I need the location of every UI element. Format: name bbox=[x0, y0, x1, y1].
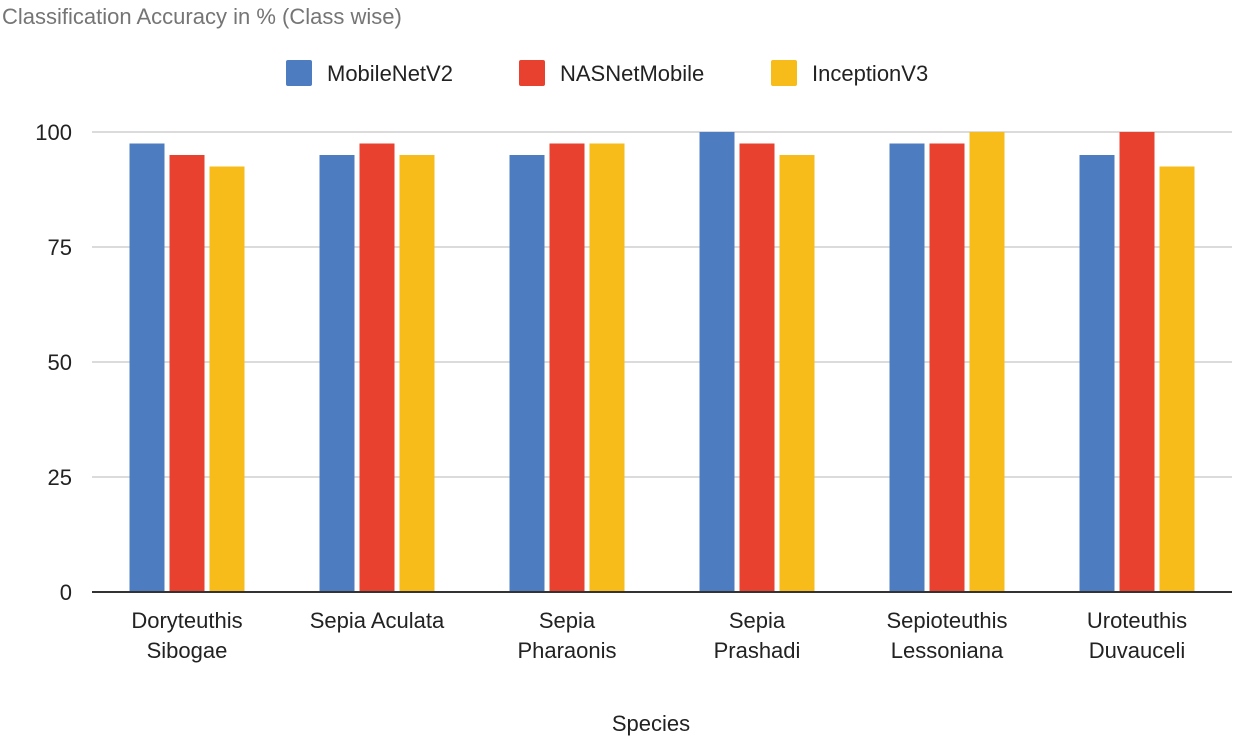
x-category-label: Sibogae bbox=[147, 638, 228, 663]
x-axis-category-labels: Doryteuthis Sibogae Sepia Aculata Sepia Phar… bbox=[131, 608, 1187, 663]
x-category-label: Sepia Aculata bbox=[310, 608, 445, 633]
x-category-label: Prashadi bbox=[714, 638, 801, 663]
bar-nasnetmobile-2 bbox=[549, 143, 585, 592]
bar-mobilenetv2-0 bbox=[129, 143, 165, 592]
legend-label: MobileNetV2 bbox=[327, 61, 453, 86]
y-tick-label: 0 bbox=[60, 580, 72, 605]
bar-nasnetmobile-0 bbox=[169, 155, 205, 592]
legend-swatch bbox=[286, 60, 312, 86]
legend-swatch bbox=[771, 60, 797, 86]
bar-inceptionv3-3 bbox=[779, 155, 815, 592]
x-category-label: Sepia bbox=[729, 608, 786, 633]
bar-inceptionv3-2 bbox=[589, 143, 625, 592]
legend-label: InceptionV3 bbox=[812, 61, 928, 86]
x-category-label: Doryteuthis bbox=[131, 608, 242, 633]
bar-nasnetmobile-1 bbox=[359, 143, 395, 592]
bar-mobilenetv2-3 bbox=[699, 132, 735, 592]
x-axis-title: Species bbox=[612, 711, 690, 736]
y-tick-label: 75 bbox=[48, 235, 72, 260]
bar-nasnetmobile-3 bbox=[739, 143, 775, 592]
y-tick-label: 100 bbox=[35, 120, 72, 145]
x-category-label: Sepia bbox=[539, 608, 596, 633]
bar-mobilenetv2-1 bbox=[319, 155, 355, 592]
x-category-label: Lessoniana bbox=[891, 638, 1004, 663]
bar-inceptionv3-4 bbox=[969, 132, 1005, 592]
x-category-label: Pharaonis bbox=[517, 638, 616, 663]
legend: MobileNetV2 NASNetMobile InceptionV3 bbox=[286, 60, 928, 86]
legend-label: NASNetMobile bbox=[560, 61, 704, 86]
bar-mobilenetv2-4 bbox=[889, 143, 925, 592]
legend-swatch bbox=[519, 60, 545, 86]
bar-nasnetmobile-5 bbox=[1119, 132, 1155, 592]
x-category-label: Uroteuthis bbox=[1087, 608, 1187, 633]
x-category-label: Duvauceli bbox=[1089, 638, 1186, 663]
bar-inceptionv3-1 bbox=[399, 155, 435, 592]
y-tick-label: 25 bbox=[48, 465, 72, 490]
gridlines bbox=[92, 131, 1232, 478]
chart-title: Classification Accuracy in % (Class wise… bbox=[2, 4, 402, 29]
y-tick-label: 50 bbox=[48, 350, 72, 375]
y-axis-ticks: 0 25 50 75 100 bbox=[35, 120, 72, 605]
bar-nasnetmobile-4 bbox=[929, 143, 965, 592]
bar-mobilenetv2-2 bbox=[509, 155, 545, 592]
bar-inceptionv3-0 bbox=[209, 166, 245, 592]
bar-inceptionv3-5 bbox=[1159, 166, 1195, 592]
bars bbox=[129, 132, 1195, 592]
bar-mobilenetv2-5 bbox=[1079, 155, 1115, 592]
x-category-label: Sepioteuthis bbox=[886, 608, 1007, 633]
